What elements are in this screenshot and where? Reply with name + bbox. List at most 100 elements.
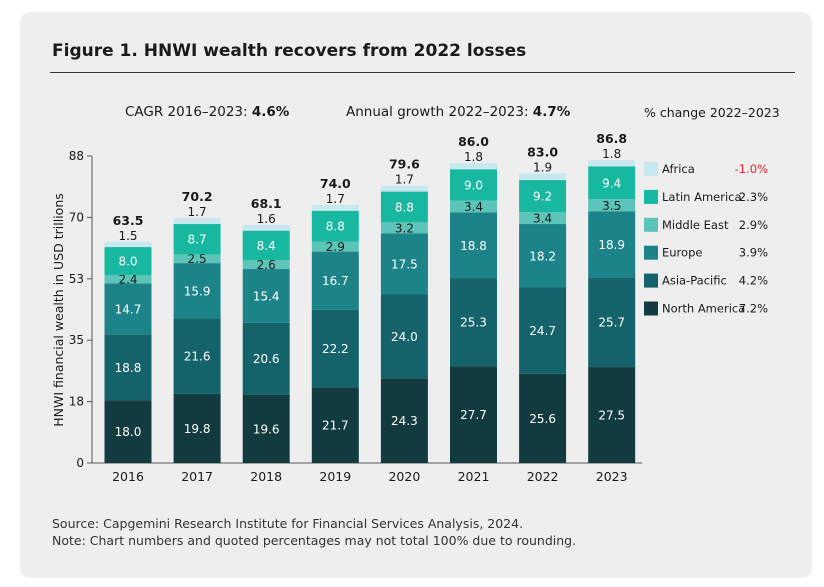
- bar-data-label: 18.0: [115, 425, 142, 439]
- bar-segment: [519, 173, 567, 181]
- bar-segment: [450, 162, 497, 170]
- bar-data-label: 1.5: [118, 229, 137, 243]
- bar-segment: [242, 394, 290, 463]
- bar-data-label: 1.9: [533, 160, 552, 174]
- bar-data-label: 2.5: [188, 252, 207, 266]
- bar-data-label: 18.9: [598, 238, 625, 252]
- bar-data-label: 8.8: [395, 200, 414, 214]
- legend-swatch: [644, 217, 658, 232]
- legend-swatch: [644, 273, 658, 288]
- bar-segment: [104, 334, 152, 401]
- bar-data-label: 9.0: [464, 178, 483, 192]
- x-tick-label: 2019: [319, 469, 351, 484]
- bar-segment: [588, 367, 636, 463]
- bar-total-label: 63.5: [113, 213, 144, 228]
- y-axis-title: HNWI financial wealth in USD trillions: [51, 193, 66, 427]
- bar-segment: [242, 322, 290, 395]
- bar-segment: [380, 191, 428, 223]
- bar-data-label: 24.3: [391, 414, 418, 428]
- bar-segment: [380, 233, 428, 295]
- bar-segment: [311, 309, 359, 388]
- bar-segment: [242, 225, 290, 231]
- bar-data-label: 8.0: [118, 255, 137, 269]
- bar-segment: [173, 393, 221, 463]
- bar-data-label: 18.8: [115, 361, 142, 375]
- x-tick-label: 2020: [388, 469, 420, 484]
- bar-segment: [519, 212, 567, 225]
- bar-segment: [450, 200, 497, 213]
- bar-data-label: 1.7: [188, 205, 207, 219]
- legend-pct-change: 2.9%: [739, 218, 768, 232]
- bar-data-label: 1.6: [257, 212, 276, 226]
- x-tick-label: 2023: [596, 469, 628, 484]
- y-tick-label: 0: [76, 456, 84, 470]
- bar-segment: [311, 204, 359, 211]
- legend-pct-change: 2.3%: [739, 190, 768, 204]
- bar-segment: [588, 160, 636, 167]
- bar-data-label: 9.4: [602, 176, 621, 190]
- bar-data-label: 24.0: [391, 330, 418, 344]
- title-divider: [50, 72, 795, 73]
- rounding-note: Note: Chart numbers and quoted percentag…: [52, 533, 577, 548]
- source-note: Source: Capgemini Research Institute for…: [52, 516, 524, 531]
- legend-label: Europe: [662, 246, 702, 260]
- y-tick-label: 35: [69, 333, 84, 347]
- annual-growth-value: 4.7%: [532, 104, 571, 120]
- bar-data-label: 14.7: [115, 302, 142, 316]
- bar-segment: [588, 199, 636, 212]
- bar-total-label: 74.0: [320, 176, 351, 191]
- bar-segment: [311, 241, 359, 252]
- bar-segment: [450, 169, 497, 201]
- bar-segment: [519, 373, 567, 463]
- bar-segment: [104, 247, 152, 275]
- bar-segment: [311, 387, 359, 463]
- bar-segment: [242, 269, 290, 323]
- bar-data-label: 15.9: [184, 284, 211, 298]
- x-tick-label: 2021: [458, 469, 490, 484]
- bar-segment: [588, 211, 636, 278]
- legend-label: North America: [662, 302, 745, 316]
- bar-segment: [173, 254, 221, 264]
- bar-segment: [242, 230, 290, 260]
- legend-label: Middle East: [662, 218, 729, 232]
- bar-data-label: 15.4: [253, 289, 280, 303]
- bar-segment: [588, 166, 636, 200]
- bar-data-label: 1.7: [395, 173, 414, 187]
- bar-data-label: 3.4: [464, 200, 483, 214]
- bar-data-label: 9.2: [533, 190, 552, 204]
- cagr-label: CAGR 2016–2023:: [125, 104, 248, 120]
- legend-label: Africa: [662, 162, 695, 176]
- bar-data-label: 25.7: [598, 316, 625, 330]
- bar-data-label: 8.8: [326, 220, 345, 234]
- bar-total-label: 83.0: [527, 144, 558, 159]
- bar-segment: [104, 400, 152, 463]
- bar-segment: [450, 212, 497, 279]
- bar-segment: [450, 278, 497, 367]
- bar-segment: [519, 224, 567, 288]
- bar-segment: [104, 274, 152, 284]
- bar-data-label: 22.2: [322, 342, 349, 356]
- bar-segment: [519, 180, 567, 213]
- bar-data-label: 19.8: [184, 422, 211, 436]
- bar-segment: [173, 224, 221, 255]
- bar-segment: [450, 366, 497, 463]
- bar-segment: [380, 222, 428, 234]
- bar-data-label: 27.5: [598, 409, 625, 423]
- bar-data-label: 3.4: [533, 212, 552, 226]
- bar-data-label: 24.7: [529, 324, 556, 338]
- pct-change-header: % change 2022–2023: [644, 105, 780, 120]
- legend-pct-change: 3.9%: [739, 246, 768, 260]
- legend-swatch: [644, 245, 658, 260]
- bar-total-label: 86.8: [596, 131, 627, 146]
- bar-segment: [588, 277, 636, 368]
- legend-pct-change: 4.2%: [739, 274, 768, 288]
- bar-segment: [173, 218, 221, 225]
- x-tick-label: 2022: [527, 469, 559, 484]
- bar-segment: [242, 259, 290, 270]
- bar-data-label: 2.4: [118, 273, 137, 287]
- bar-data-label: 1.8: [602, 147, 621, 161]
- bar-segment: [311, 251, 359, 310]
- bar-total-label: 70.2: [182, 189, 213, 204]
- legend-swatch: [644, 301, 658, 316]
